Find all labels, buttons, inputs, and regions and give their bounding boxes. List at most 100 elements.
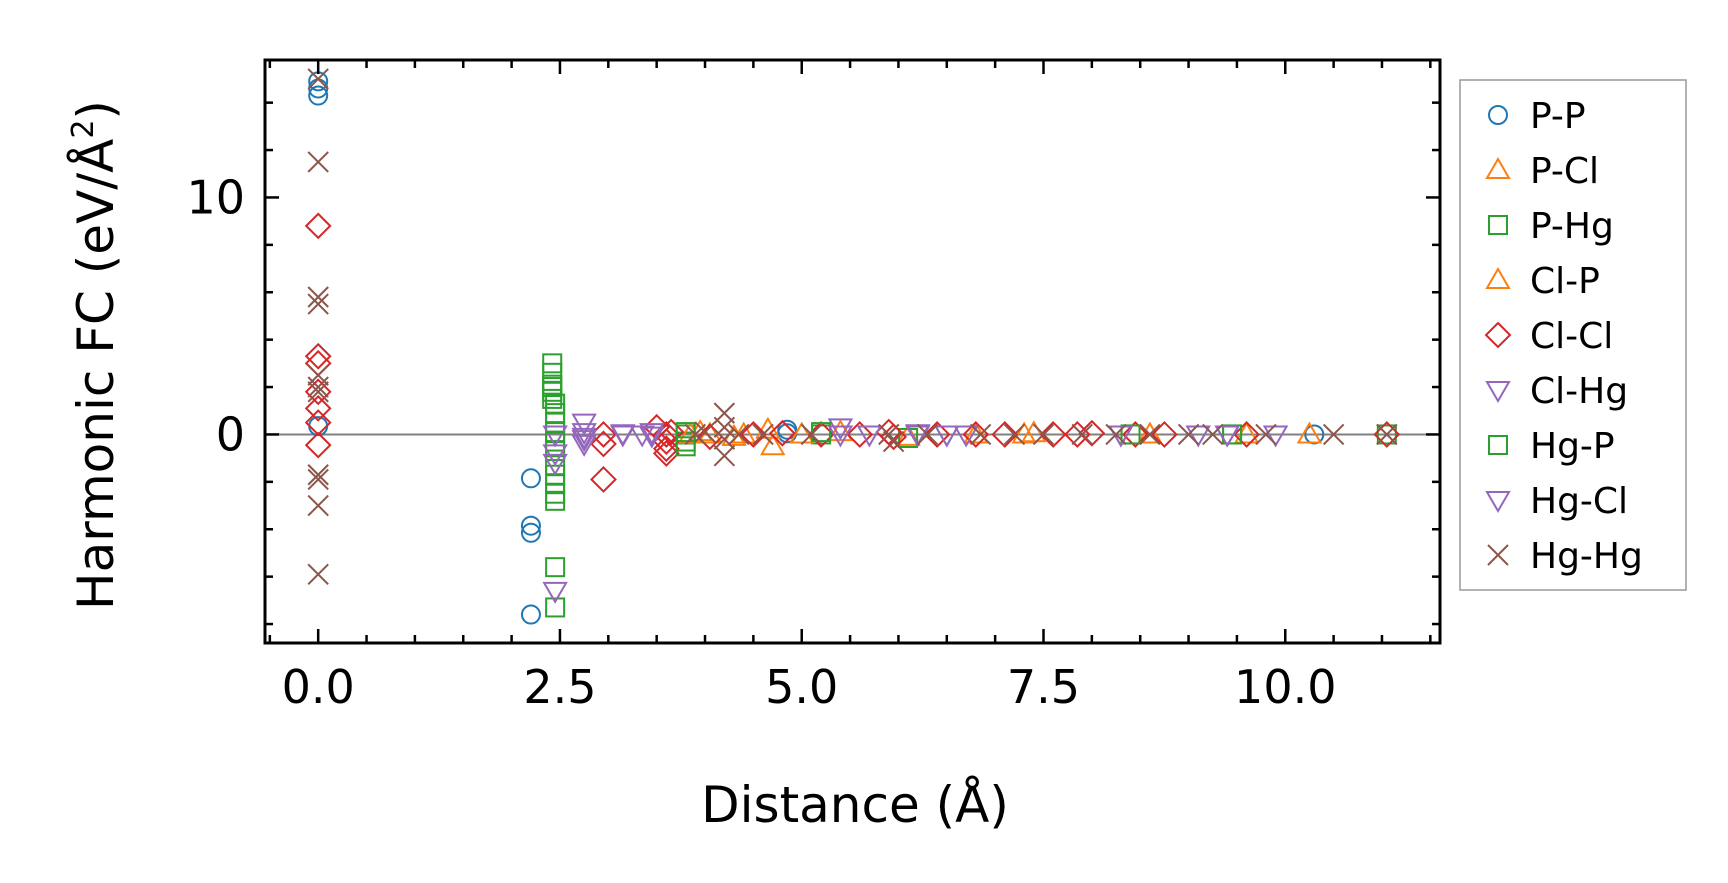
data-point (934, 425, 960, 448)
data-point (1032, 423, 1055, 446)
legend-marker (1488, 105, 1508, 125)
data-point (520, 522, 541, 543)
data-point (610, 424, 636, 447)
x-axis-label: Distance (Å) (701, 776, 1009, 834)
legend-label: Hg-Cl (1530, 481, 1628, 522)
legend-marker (1485, 267, 1511, 289)
data-point (923, 421, 951, 448)
data-point (520, 604, 541, 625)
data-point (713, 428, 736, 450)
data-point (542, 377, 563, 398)
y-axis-label: Harmonic FC (eV/Å2) (66, 100, 125, 610)
data-point (856, 425, 883, 448)
legend-item: Hg-Cl (1485, 481, 1628, 522)
data-point (1214, 425, 1240, 448)
data-point (759, 433, 786, 456)
data-point (1255, 423, 1277, 446)
data-point (307, 286, 329, 308)
data-point (713, 445, 736, 467)
data-point (542, 444, 568, 467)
data-point (652, 435, 680, 463)
series-hg-hg (307, 68, 1398, 585)
x-tick-label: 10.0 (1234, 660, 1336, 714)
data-point (675, 436, 696, 457)
legend-item: P-P (1488, 96, 1586, 137)
data-point (307, 376, 329, 398)
data-point (520, 468, 541, 489)
x-tick-label: 7.5 (1007, 660, 1080, 714)
legend-marker (1488, 215, 1508, 235)
data-point (545, 597, 566, 618)
legend-label: Hg-Hg (1530, 536, 1643, 577)
data-point (675, 422, 696, 443)
x-tick-label: 2.5 (523, 660, 596, 714)
data-point (1376, 423, 1398, 446)
data-point (1177, 423, 1200, 446)
data-point (307, 68, 329, 90)
legend-marker (1485, 491, 1511, 513)
data-point (307, 293, 329, 315)
data-point (882, 430, 905, 453)
data-point (1185, 425, 1211, 448)
data-point (916, 423, 939, 446)
data-point (1322, 423, 1345, 446)
data-point (1139, 423, 1161, 446)
legend-item: Hg-P (1488, 426, 1615, 467)
legend-marker (1485, 157, 1511, 179)
data-point (713, 416, 736, 439)
data-point (542, 388, 563, 409)
y-axis-label-main: Harmonic FC (eV/Å (67, 139, 125, 610)
data-point (571, 427, 597, 450)
data-point (590, 466, 617, 493)
data-point (991, 421, 1019, 448)
data-point (304, 378, 332, 406)
legend-label: P-Cl (1530, 151, 1599, 192)
data-point (728, 423, 750, 446)
data-point (545, 431, 566, 452)
data-point (308, 85, 329, 106)
plot-frame (263, 58, 1442, 645)
data-point (307, 464, 329, 486)
data-point (304, 342, 332, 370)
data-point (800, 423, 823, 446)
data-point (1233, 421, 1260, 448)
data-point (571, 423, 597, 446)
data-point (652, 439, 680, 467)
data-point (827, 425, 854, 448)
data-point (307, 468, 329, 491)
data-point (1078, 419, 1106, 447)
data-point (969, 423, 992, 446)
y-tick-label: 10 (186, 170, 245, 224)
legend-item: Cl-Hg (1485, 371, 1628, 412)
legend: P-P P-Cl P-Hg Cl-P Cl-Cl Cl-Hg Hg-P Hg-Cl Hg-Hg (1459, 79, 1687, 591)
data-point (846, 421, 874, 448)
data-point (590, 430, 617, 458)
data-point (307, 494, 329, 517)
data-point (307, 364, 329, 386)
data-point (652, 428, 680, 455)
data-point (953, 425, 979, 448)
data-point (811, 422, 832, 443)
data-point (694, 421, 716, 443)
data-point (542, 453, 568, 476)
data-point (1137, 421, 1163, 444)
legend-item: Cl-P (1485, 261, 1600, 302)
data-point (639, 423, 665, 446)
legend-item: Hg-Hg (1487, 536, 1643, 577)
data-point (571, 434, 597, 457)
data-point (1376, 424, 1397, 445)
data-point (1121, 421, 1149, 448)
legend-label: P-Hg (1530, 206, 1614, 247)
y-axis-label-superscript: 2 (66, 120, 101, 139)
legend-item: P-Cl (1485, 151, 1599, 192)
legend-item: Cl-Cl (1484, 316, 1613, 357)
data-point (307, 381, 329, 403)
data-point (752, 423, 774, 446)
x-tick-label: 0.0 (282, 660, 355, 714)
series-hg-cl (542, 424, 1240, 467)
data-point (788, 421, 815, 444)
data-point (827, 418, 854, 441)
legend-marker (1484, 321, 1512, 349)
legend-label: P-P (1530, 96, 1586, 137)
